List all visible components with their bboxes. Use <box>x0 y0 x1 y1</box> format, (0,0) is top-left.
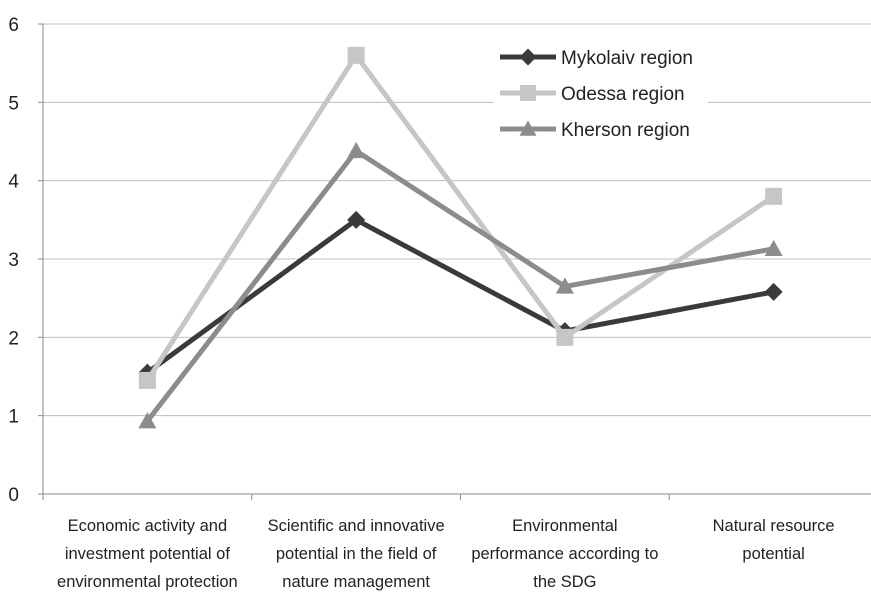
series-line-2 <box>145 148 775 423</box>
series-2 <box>138 141 783 429</box>
x-category-label-2: Environmental performance according to the… <box>471 517 658 591</box>
legend: Mykolaiv region Odessa region Kherson regi… <box>494 37 708 149</box>
data-point-s1-c0 <box>138 371 156 389</box>
x-category-label-3: Natural resource potential <box>713 517 835 563</box>
legend-swatch-marker <box>519 48 537 66</box>
y-tick-label-4: 4 <box>8 172 19 193</box>
series-line-0 <box>145 217 775 375</box>
data-point-s2-c0 <box>138 412 157 429</box>
x-category-label-line: potential in the field of <box>276 545 437 563</box>
data-point-s1-c2 <box>556 328 574 346</box>
y-tick-label-3: 3 <box>8 250 19 271</box>
x-category-label-line: potential <box>742 545 804 563</box>
y-tick-labels: 0 1 2 3 4 5 6 <box>8 15 19 506</box>
series-0 <box>138 210 783 382</box>
axes <box>38 23 871 500</box>
data-point-s2-c3 <box>764 239 783 257</box>
legend-item-0: Mykolaiv region <box>500 48 693 69</box>
data-point-s2-c1 <box>347 141 366 159</box>
x-category-label-line: nature management <box>282 573 430 591</box>
x-category-label-0: Economic activity and investment potentia… <box>57 517 238 591</box>
legend-label-2: Kherson region <box>561 120 690 141</box>
legend-label-0: Mykolaiv region <box>561 48 693 69</box>
x-category-labels: Economic activity and investment potentia… <box>57 517 835 591</box>
legend-label-1: Odessa region <box>561 84 685 105</box>
legend-item-1: Odessa region <box>500 84 685 105</box>
x-category-label-line: performance according to <box>471 545 658 563</box>
legend-item-2: Kherson region <box>500 120 690 141</box>
x-category-label-line: Scientific and innovative <box>268 517 445 535</box>
x-category-label-line: Environmental <box>512 517 617 535</box>
x-category-label-line: Economic activity and <box>68 517 228 535</box>
series-lines <box>138 46 783 429</box>
x-category-label-1: Scientific and innovative potential in th… <box>268 517 445 591</box>
y-tick-label-1: 1 <box>8 407 19 428</box>
y-tick-label-6: 6 <box>8 15 19 36</box>
data-point-s0-c1 <box>347 210 366 229</box>
y-tick-label-0: 0 <box>8 485 19 506</box>
data-point-s1-c3 <box>765 187 783 205</box>
x-category-label-line: investment potential of <box>65 545 231 563</box>
gridlines <box>43 23 871 417</box>
data-point-s0-c3 <box>764 282 783 301</box>
x-category-label-line: environmental protection <box>57 573 238 591</box>
legend-swatch-marker <box>519 120 537 136</box>
y-tick-label-5: 5 <box>8 93 19 114</box>
data-point-s2-c2 <box>555 277 574 294</box>
y-tick-label-2: 2 <box>8 328 19 349</box>
x-category-label-line: Natural resource <box>713 517 835 535</box>
x-category-label-line: the SDG <box>533 573 596 591</box>
legend-swatch-marker <box>520 85 536 101</box>
data-point-s1-c1 <box>347 46 365 64</box>
